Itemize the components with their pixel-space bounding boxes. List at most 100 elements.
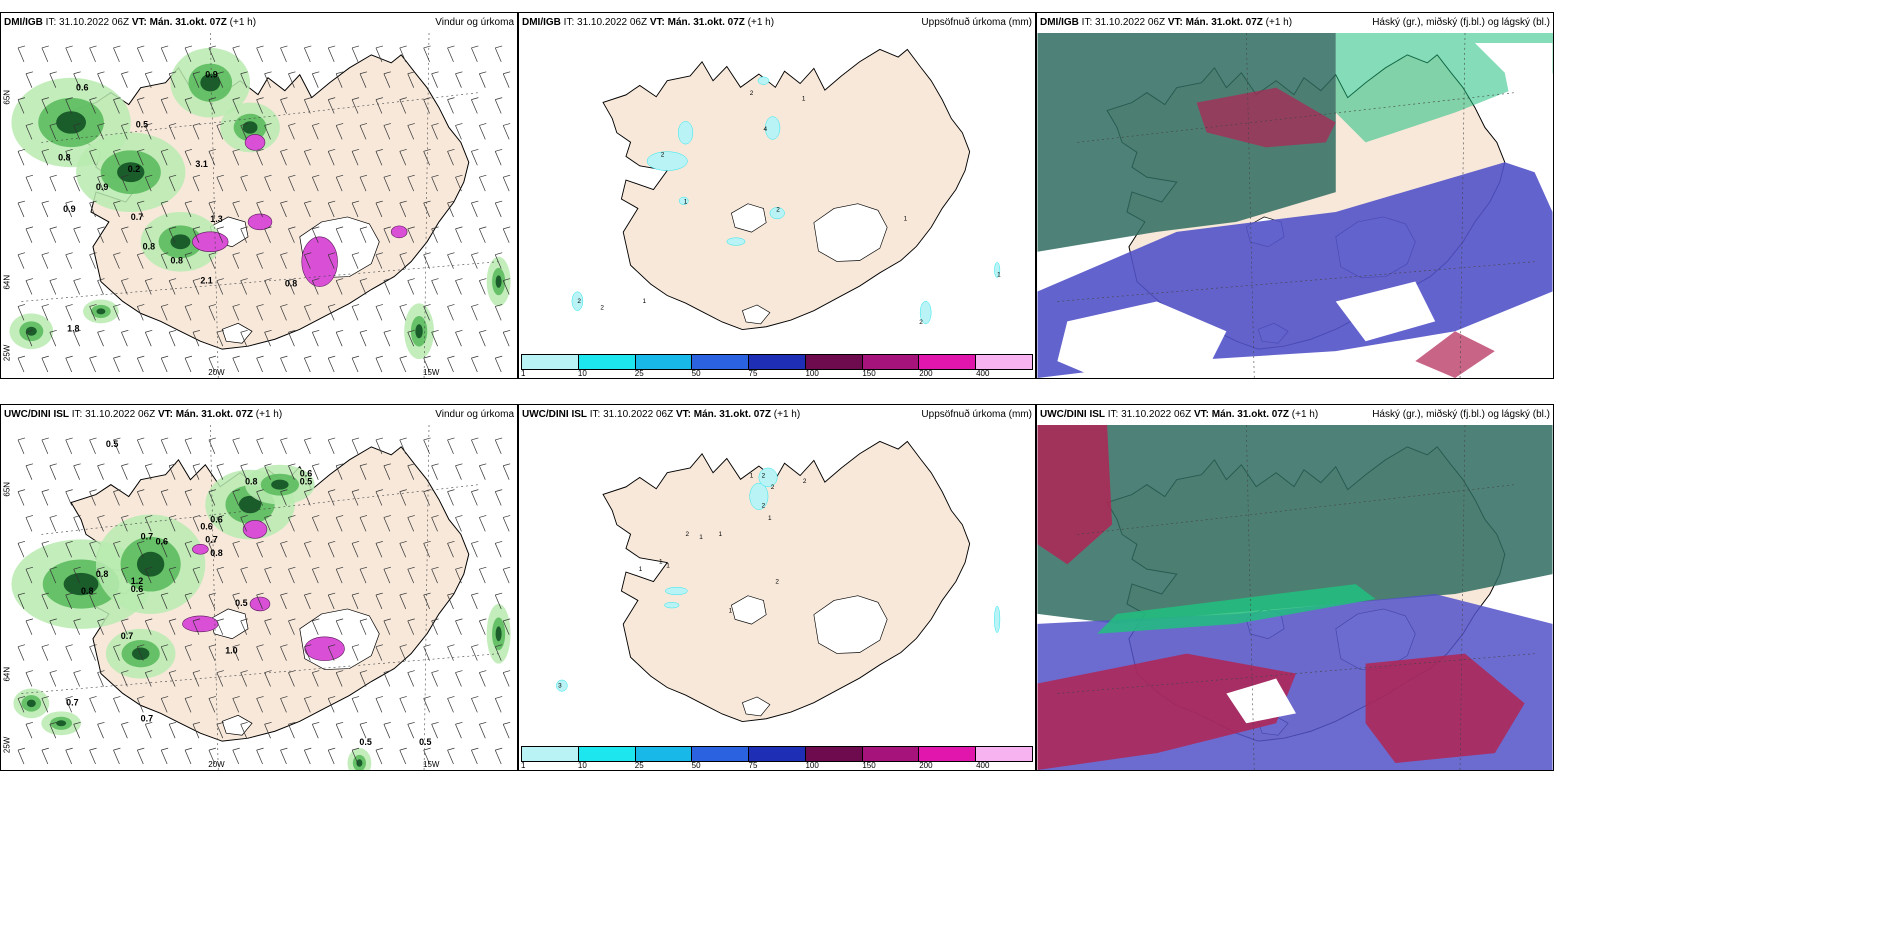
wind-barbs — [17, 437, 511, 765]
valid-time: Mán. 31.okt. 07Z — [149, 17, 227, 28]
high-cloud-area — [1037, 33, 1336, 252]
precip-value-label: 1.0 — [225, 646, 237, 656]
lead-time: (+1 h) — [229, 17, 257, 28]
panel-title: Vindur og úrkoma — [435, 409, 514, 420]
latitude-gridline — [41, 92, 479, 143]
latitude-gridline — [41, 484, 479, 535]
snow-area — [247, 213, 273, 231]
lead-time: (+1 h) — [1291, 409, 1319, 420]
precip-value-label: 2 — [600, 305, 604, 312]
precip-value-label: 2 — [577, 298, 581, 305]
panel-header: DMI/IGB IT: 31.10.2022 06Z VT: Mán. 31.o… — [519, 13, 1035, 33]
precip-value-label: 0.8 — [96, 569, 108, 579]
precip-value-label: 1 — [729, 608, 733, 615]
precip-accum-area — [758, 467, 778, 488]
precip-value-label: 1.8 — [67, 323, 79, 333]
colorbar-tick-label: 200 — [919, 761, 933, 770]
glacier-3 — [741, 304, 771, 325]
precip-value-label: 1 — [750, 472, 754, 479]
precip-area-heavy — [136, 551, 165, 577]
precip-value-label: 0.6 — [200, 521, 212, 531]
snow-area — [242, 520, 268, 539]
high-cloud-area — [1097, 584, 1376, 634]
low-cloud-area — [1037, 653, 1296, 770]
precip-area-heavy — [96, 308, 106, 315]
precip-value-label: 2 — [661, 151, 665, 158]
precip-colorbar: 1 10 25 50 75 100 150 200 400 — [519, 352, 1035, 378]
precip-value-label: 0.6 — [300, 469, 312, 479]
colorbar-swatch — [862, 747, 920, 761]
lead-time: (+1 h) — [747, 17, 775, 28]
precip-area-heavy — [495, 275, 502, 288]
precip-value-label: 0.8 — [285, 279, 297, 289]
latitude-gridline — [21, 653, 499, 694]
lead-time: (+1 h) — [255, 409, 283, 420]
precip-value-label: 0.8 — [245, 477, 257, 487]
colorbar-swatch — [749, 747, 806, 761]
precip-area-heavy — [415, 324, 423, 339]
colorbar-tick-label: 10 — [577, 761, 587, 770]
colorbar-tick-label: 50 — [691, 369, 701, 378]
clear-sky-area — [1226, 678, 1296, 724]
axis-label: 15W — [423, 368, 440, 377]
precip-colorbar: 1 10 25 50 75 100 150 200 400 — [519, 744, 1035, 770]
valid-time: Mán. 31.okt. 07Z — [1211, 409, 1289, 420]
colorbar-swatch — [919, 355, 977, 369]
panel-model: DMI/IGB — [522, 17, 561, 28]
colorbar-swatch — [749, 355, 806, 369]
colorbar-swatch — [805, 747, 863, 761]
colorbar-swatch — [692, 355, 750, 369]
lead-time: (+1 h) — [1265, 17, 1293, 28]
accum-precip-map: 1 2 4 2 1 2 1 1 2 2 1 2 — [571, 48, 1001, 331]
precip-area-heavy — [200, 74, 221, 92]
precip-value-label: 0.8 — [171, 256, 183, 266]
init-time-label: IT: — [589, 409, 601, 420]
valid-time: Mán. 31.okt. 07Z — [667, 17, 745, 28]
precip-value-label: 0.5 — [359, 737, 371, 747]
precip-accum-area — [556, 679, 568, 692]
snow-area — [244, 134, 266, 151]
precip-area-heavy — [242, 121, 258, 134]
precip-value-label: 4 — [763, 126, 767, 133]
precip-accum-area — [678, 196, 689, 205]
colorbar-swatches — [521, 354, 1033, 370]
precip-value-label: 1 — [642, 298, 646, 305]
precip-value-label: 1 — [719, 531, 723, 538]
colorbar-tick-label: 400 — [976, 761, 990, 770]
colorbar-swatch — [522, 355, 579, 369]
colorbar-swatch — [578, 355, 636, 369]
glacier-2 — [731, 203, 767, 233]
panel-model: DMI/IGB — [4, 17, 43, 28]
precip-accum-area — [757, 76, 770, 85]
colorbar-tick-label: 10 — [577, 369, 587, 378]
precip-value-label: 0.8 — [210, 548, 222, 558]
precip-accum-area — [769, 207, 785, 220]
precip-value-label: 2 — [762, 472, 766, 479]
init-time: 31.10.2022 06Z — [577, 17, 648, 28]
precip-value-label: 1 — [997, 271, 1001, 278]
valid-time: Mán. 31.okt. 07Z — [175, 409, 253, 420]
cloud-panel-dmi: DMI/IGB IT: 31.10.2022 06Z VT: Mán. 31.o… — [1036, 12, 1554, 379]
wind-precip-panel-uwc: UWC/DINI ISL IT: 31.10.2022 06Z VT: Mán.… — [0, 404, 518, 771]
colorbar-swatch — [635, 355, 693, 369]
init-time-label: IT: — [563, 17, 575, 28]
init-time-label: IT: — [71, 409, 83, 420]
colorbar-tick-label: 150 — [862, 369, 876, 378]
precip-value-label: 2.1 — [200, 276, 212, 286]
wind-precip-map: 0.50.80.60.7 0.60.60.70.80.51.00.70.80.70… — [2, 425, 511, 770]
glacier-1 — [813, 203, 888, 262]
glacier-2 — [209, 608, 249, 640]
panel-title: Háský (gr.), miðský (fj.bl.) og lágský (… — [1372, 17, 1550, 28]
init-time: 31.10.2022 06Z — [1121, 409, 1192, 420]
init-time: 31.10.2022 06Z — [1095, 17, 1166, 28]
precip-value-label: 1 — [684, 199, 688, 206]
latitude-gridline — [21, 261, 499, 302]
precip-value-label: 1 — [639, 566, 643, 573]
colorbar-tick-label: 25 — [634, 761, 644, 770]
precip-value-label: 2 — [762, 503, 766, 510]
colorbar-tick-label: 100 — [805, 369, 819, 378]
panel-header: DMI/IGB IT: 31.10.2022 06Z VT: Mán. 31.o… — [1037, 13, 1553, 33]
colorbar-tick-label: 1 — [521, 761, 526, 770]
valid-time: Mán. 31.okt. 07Z — [1185, 17, 1263, 28]
